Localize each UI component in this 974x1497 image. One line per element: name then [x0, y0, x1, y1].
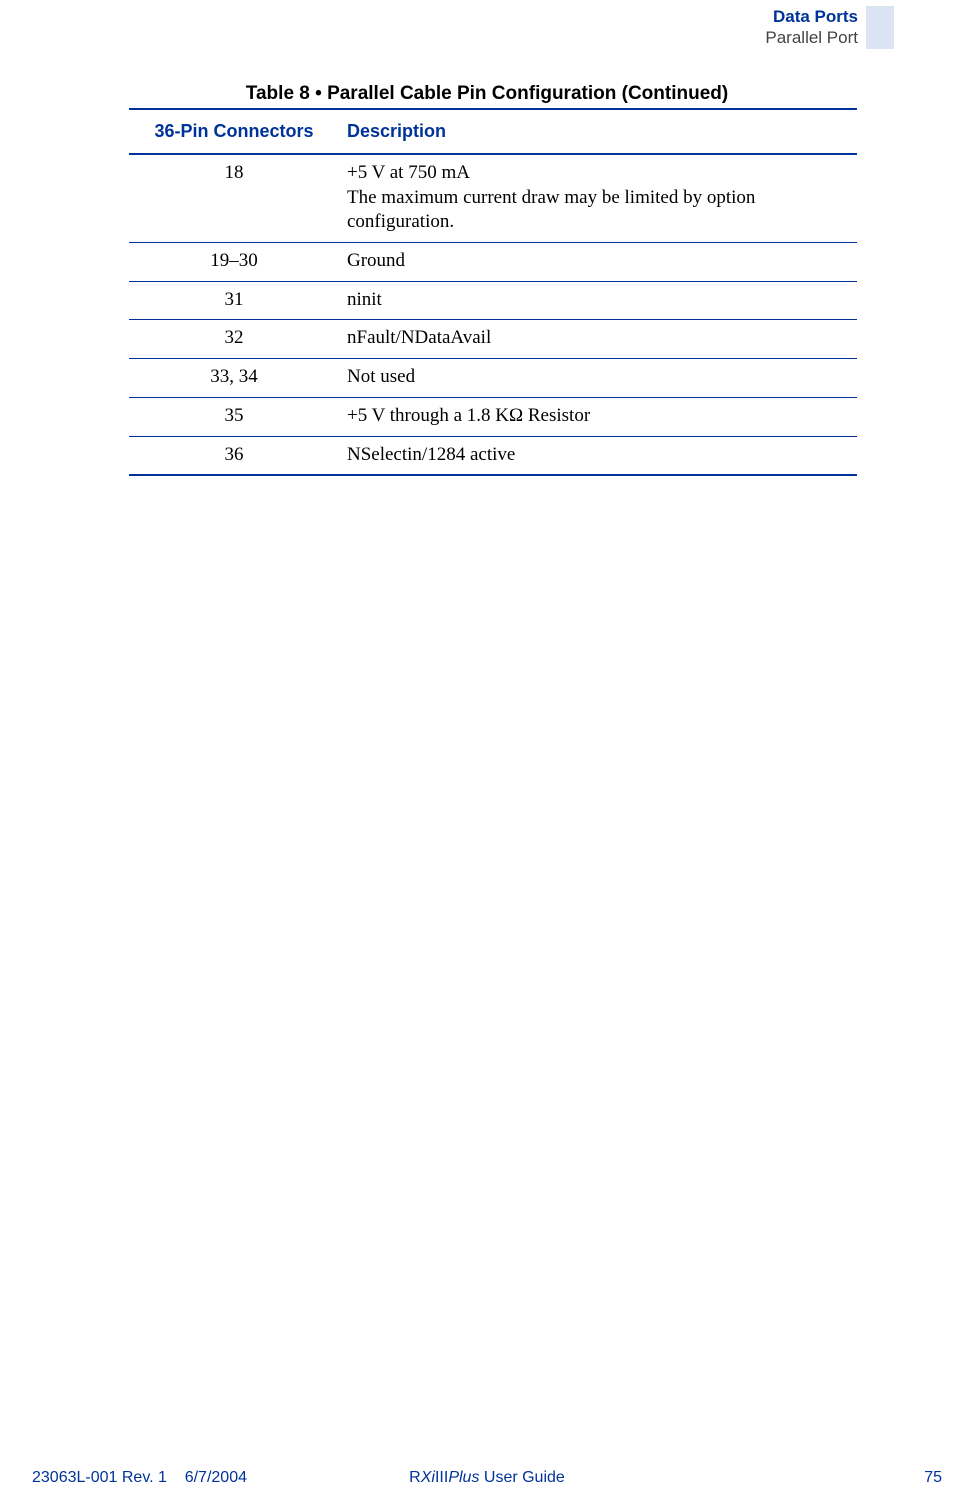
column-header-description: Description: [339, 109, 857, 154]
cell-description: nFault/NDataAvail: [339, 320, 857, 359]
table-row: 32nFault/NDataAvail: [129, 320, 857, 359]
header-tab-marker: [866, 6, 894, 49]
cell-pin: 36: [129, 436, 339, 475]
header-section-subtitle: Parallel Port: [765, 27, 858, 48]
table-body: 18+5 V at 750 mAThe maximum current draw…: [129, 154, 857, 475]
cell-description: +5 V at 750 mAThe maximum current draw m…: [339, 154, 857, 243]
cell-pin: 31: [129, 281, 339, 320]
footer-guide-mid: III: [435, 1469, 448, 1486]
header-text-block: Data Ports Parallel Port: [765, 6, 864, 49]
cell-description: Ground: [339, 243, 857, 282]
column-header-pin: 36-Pin Connectors: [129, 109, 339, 154]
table-row: 19–30Ground: [129, 243, 857, 282]
cell-pin: 18: [129, 154, 339, 243]
footer-guide-ital1: Xi: [421, 1469, 435, 1486]
table-row: 31ninit: [129, 281, 857, 320]
page-header: Data Ports Parallel Port: [765, 6, 894, 49]
cell-description: NSelectin/1284 active: [339, 436, 857, 475]
cell-description: ninit: [339, 281, 857, 320]
cell-pin: 32: [129, 320, 339, 359]
table-row: 33, 34Not used: [129, 359, 857, 398]
cell-pin: 19–30: [129, 243, 339, 282]
cell-pin: 33, 34: [129, 359, 339, 398]
table-caption: Table 8 • Parallel Cable Pin Configurati…: [0, 83, 974, 105]
header-section-title: Data Ports: [765, 6, 858, 27]
footer-page-number: 75: [924, 1469, 942, 1487]
footer-guide-suffix: User Guide: [479, 1469, 564, 1486]
pin-config-table: 36-Pin Connectors Description 18+5 V at …: [129, 108, 857, 476]
footer-guide-ital2: Plus: [448, 1469, 479, 1486]
cell-pin: 35: [129, 397, 339, 436]
footer-center: RXiIIIPlus User Guide: [32, 1469, 942, 1487]
table-row: 35+5 V through a 1.8 KΩ Resistor: [129, 397, 857, 436]
cell-description: Not used: [339, 359, 857, 398]
footer-guide-prefix: R: [409, 1469, 421, 1486]
table-row: 36NSelectin/1284 active: [129, 436, 857, 475]
table-row: 18+5 V at 750 mAThe maximum current draw…: [129, 154, 857, 243]
cell-description: +5 V through a 1.8 KΩ Resistor: [339, 397, 857, 436]
